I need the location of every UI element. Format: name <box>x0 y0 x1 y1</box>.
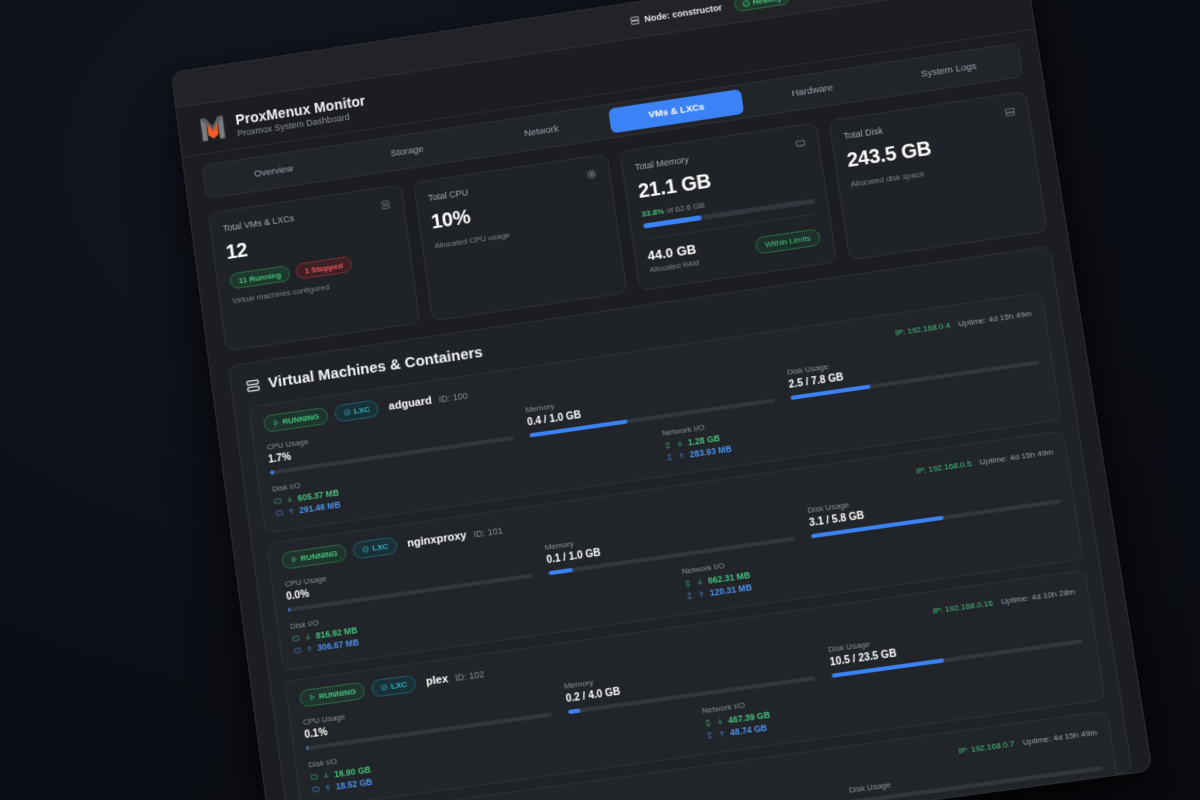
vm-type-label: LXC <box>390 679 408 692</box>
type-badge-lxc: LXC <box>334 399 380 423</box>
vm-status-label: RUNNING <box>281 411 320 427</box>
status-badge-running: RUNNING <box>280 543 348 570</box>
brand-header: ProxMenux Monitor Proxmox System Dashboa… <box>176 0 1035 158</box>
type-badge-lxc: LXC <box>352 536 399 560</box>
vm-uptime: Uptime: 4d 15h 49m <box>978 447 1054 467</box>
card-total-memory-label: Total Memory <box>634 154 690 173</box>
node-label: Node: constructor <box>643 1 723 24</box>
badge-within-limits: Within Limits <box>754 227 821 255</box>
status-badge-running: RUNNING <box>298 681 367 708</box>
hard-drive-icon <box>1004 106 1017 119</box>
summary-cards: Total VMs & LXCs 12 11 Running 1 Stopped… <box>188 74 1067 362</box>
container-icon <box>381 683 389 691</box>
cpu-chip-icon <box>585 168 597 180</box>
server-icon <box>629 15 640 26</box>
badge-running-count: 11 Running <box>228 264 291 290</box>
vm-ip-address: IP: 192.168.0.7 <box>957 738 1016 756</box>
play-icon <box>290 555 298 563</box>
card-total-disk-label: Total Disk <box>842 125 884 142</box>
badge-stopped-count: 1 Stopped <box>294 255 353 280</box>
card-total-memory: Total Memory 21.1 GB 33.8% of 62.6 GB <box>619 122 837 292</box>
vm-type-label: LXC <box>353 404 371 416</box>
check-circle-icon <box>741 0 750 8</box>
vm-id: ID: 102 <box>454 668 485 683</box>
vm-status-label: RUNNING <box>318 686 357 702</box>
vm-id: ID: 100 <box>438 390 469 405</box>
server-stack-icon <box>379 199 391 211</box>
vm-ip-address: IP: 192.168.0.5 <box>915 458 973 476</box>
vm-status-label: RUNNING <box>299 548 339 564</box>
card-total-disk: Total Disk 243.5 GB Allocated disk space <box>827 90 1048 261</box>
metric-cpu-fill <box>269 470 275 475</box>
metric-cpu-fill <box>306 745 309 751</box>
status-badge-healthy: Healthy <box>732 0 791 13</box>
vm-name: plex <box>425 672 449 688</box>
status-badge-running: RUNNING <box>262 406 330 433</box>
type-badge-lxc: LXC <box>370 674 418 698</box>
vm-type-label: LXC <box>371 541 389 553</box>
card-total-vms: Total VMs & LXCs 12 11 Running 1 Stopped… <box>207 184 420 352</box>
vm-ip-address: IP: 192.168.0.16 <box>932 598 994 616</box>
memory-stick-icon <box>794 137 807 150</box>
card-total-cpu-label: Total CPU <box>427 187 469 204</box>
metric-cpu-fill <box>287 607 291 612</box>
container-icon <box>362 545 370 553</box>
node-indicator: Node: constructor <box>629 2 723 26</box>
memory-total: of 62.6 GB <box>665 200 706 216</box>
proxmenux-monitor-window: Node: constructor Healthy Uptime: 5 days… <box>170 0 1153 800</box>
health-label: Healthy <box>752 0 782 7</box>
card-total-cpu: Total CPU 10% Allocated CPU usage <box>412 153 628 322</box>
container-icon <box>344 408 352 416</box>
metric-memory-fill <box>567 708 581 715</box>
vm-uptime: Uptime: 4d 15h 49m <box>1021 727 1098 748</box>
play-icon <box>308 693 316 701</box>
vm-id: ID: 101 <box>472 524 504 540</box>
vm-name: adguard <box>387 394 433 413</box>
vm-ip-address: IP: 192.168.0.4 <box>894 320 951 338</box>
server-stack-icon <box>245 377 262 394</box>
memory-percent: 33.8% <box>640 206 665 219</box>
card-total-vms-label: Total VMs & LXCs <box>222 213 295 234</box>
proxmenux-m-logo <box>197 113 228 144</box>
play-icon <box>272 419 280 427</box>
vm-uptime: Uptime: 4d 15h 49m <box>957 308 1033 329</box>
metric-memory-fill <box>548 567 574 576</box>
app-window-wrapper: Node: constructor Healthy Uptime: 5 days… <box>170 0 1153 800</box>
vm-uptime: Uptime: 4d 10h 28m <box>1000 586 1076 607</box>
vm-name: nginxproxy <box>406 528 468 550</box>
